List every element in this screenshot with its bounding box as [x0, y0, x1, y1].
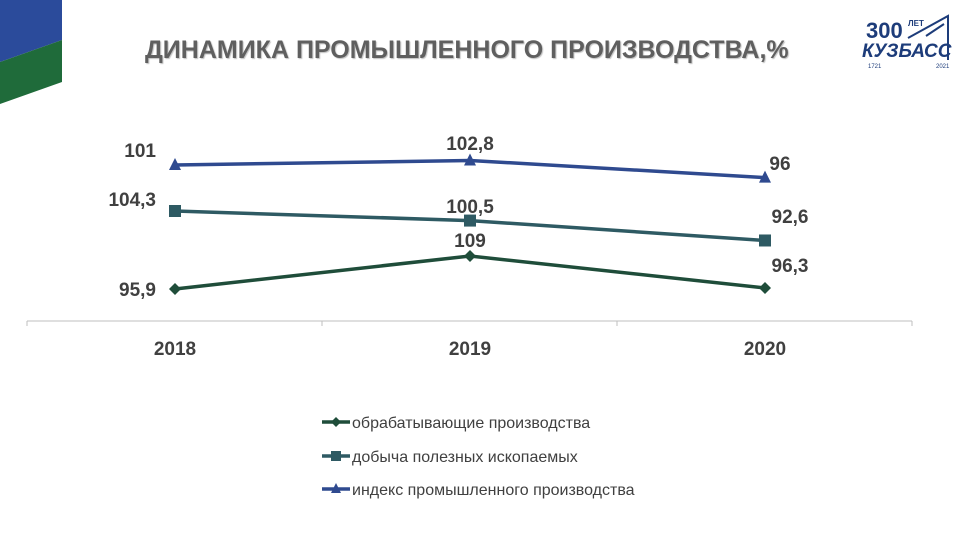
data-point-square [464, 214, 476, 227]
data-point-diamond [464, 249, 476, 262]
data-label: 100,5 [446, 197, 494, 218]
legend-marker-square [331, 451, 341, 461]
data-label: 92,6 [772, 207, 809, 228]
data-label: 96 [769, 154, 790, 175]
legend-marker-diamond [331, 417, 341, 427]
legend-label: обрабатывающие производства [352, 415, 590, 432]
data-label: 96,3 [772, 256, 809, 277]
logo-year-end: 2021 [936, 64, 950, 70]
x-tick-label: 2019 [449, 339, 491, 360]
logo-year-start: 1721 [868, 64, 882, 70]
data-label: 102,8 [446, 134, 494, 155]
data-point-diamond [169, 283, 181, 295]
data-point-triangle [759, 170, 771, 183]
data-point-square [169, 205, 181, 217]
logo-roof-lines [907, 14, 949, 60]
data-point-triangle [464, 153, 476, 166]
logo-roof-line-2 [925, 23, 945, 37]
data-point-square [759, 234, 771, 247]
data-label: 104,3 [108, 190, 156, 211]
series-lines [169, 153, 771, 295]
corner-green-shape [0, 40, 62, 104]
corner-blue-shape [0, 0, 62, 62]
x-tick-label: 2020 [744, 339, 786, 360]
data-labels: 95,9 109 96,3 104,3 100,5 92,6 101 102,8 96 [108, 134, 808, 301]
page-title: ДИНАМИКА ПРОМЫШЛЕННОГО ПРОИЗВОДСТВА,% [145, 36, 789, 64]
logo-name: КУЗБАСС [862, 41, 952, 62]
logo-superscript: ЛЕТ [908, 19, 924, 28]
x-tick-label: 2018 [154, 339, 196, 360]
x-axis: 2018 2019 2020 [26, 320, 913, 360]
data-label: 101 [124, 141, 156, 162]
legend-marker-triangle [331, 483, 341, 493]
kuzbass-300-logo: 300 ЛЕТ КУЗБАСС 1721 2021 [862, 14, 952, 70]
logo-number: 300 [866, 18, 903, 43]
data-label: 109 [454, 231, 486, 252]
legend-label: индекс промышленного производства [352, 482, 635, 499]
data-point-triangle [169, 158, 181, 170]
legend: обрабатывающие производства добыча полезн… [322, 415, 635, 499]
corner-decoration [0, 0, 62, 104]
data-point-diamond [759, 281, 771, 294]
legend-label: добыча полезных ископаемых [352, 449, 578, 466]
data-label: 95,9 [119, 280, 156, 301]
